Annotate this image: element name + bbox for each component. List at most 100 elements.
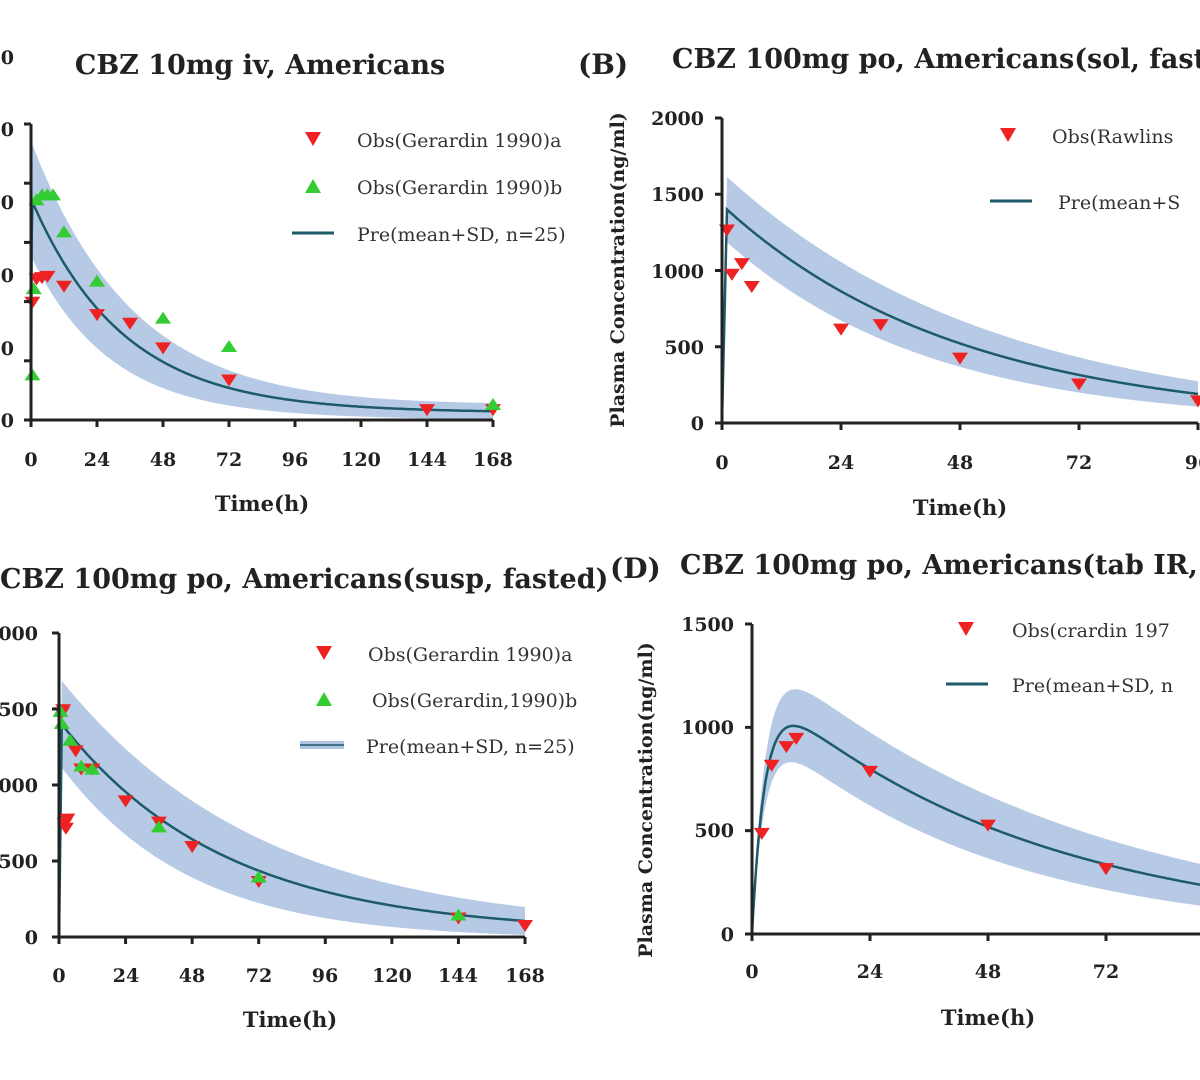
panel-c-x-tick: 24	[113, 965, 139, 987]
panel-c-x-tick: 72	[246, 965, 272, 987]
data-point	[122, 317, 138, 330]
sd-band	[59, 680, 525, 937]
panel-a-x-tick: 144	[407, 449, 447, 471]
panel-a-y-tick: 0	[1, 119, 14, 141]
panel-d-legend-label: Obs(crardin 197	[1012, 620, 1170, 642]
panel-a-legend-label: Obs(Gerardin 1990)a	[357, 130, 561, 152]
data-point	[150, 820, 167, 833]
sd-band	[722, 176, 1198, 423]
data-point	[952, 352, 968, 365]
panel-d-label: (D)	[610, 552, 661, 585]
panel-a-y-tick: 0	[1, 265, 14, 287]
panel-a-x-tick: 96	[282, 449, 308, 471]
panel-c-legend-label: Obs(Gerardin,1990)b	[372, 690, 577, 712]
data-point	[56, 225, 72, 238]
legend-marker	[305, 132, 321, 146]
panel-c-y-tick: 000	[0, 775, 38, 797]
panel-d-x-tick: 48	[975, 961, 1001, 983]
panel-c-x-tick: 0	[52, 965, 65, 987]
data-point	[517, 920, 533, 933]
panel-b-y-tick: 1500	[651, 184, 704, 206]
panel-d-legend: Obs(crardin 197 Pre(mean+SD, n	[946, 620, 1173, 697]
data-point	[862, 765, 878, 778]
panel-b-x-label: Time(h)	[913, 495, 1007, 520]
panel-c-x-tick: 120	[372, 965, 412, 987]
data-point	[743, 280, 760, 293]
data-point	[833, 323, 849, 336]
panel-b-y-tick: 2000	[651, 108, 704, 130]
panel-c-x-label: Time(h)	[243, 1007, 337, 1032]
panel-d-x-tick: 24	[857, 961, 883, 983]
panel-a-x-tick: 120	[341, 449, 381, 471]
panel-a-x-tick: 72	[216, 449, 242, 471]
panel-c-title: CBZ 100mg po, Americans(susp, fasted)	[0, 564, 608, 595]
data-point	[221, 374, 237, 387]
data-point	[419, 404, 435, 417]
panel-b-y-tick: 0	[691, 413, 704, 435]
panel-d-y-tick: 1500	[681, 614, 734, 636]
panel-a-title: CBZ 10mg iv, Americans	[75, 50, 445, 81]
data-point	[155, 311, 171, 324]
data-point	[763, 759, 780, 772]
data-point	[250, 870, 267, 883]
data-point	[59, 813, 76, 826]
data-point	[89, 309, 105, 322]
panel-d-y-tick: 0	[721, 924, 734, 946]
data-point	[56, 280, 72, 293]
data-point	[1071, 378, 1087, 391]
panel-b-x-tick: 24	[828, 452, 854, 474]
panel-b-legend-label: Pre(mean+S	[1058, 192, 1180, 214]
panel-a-y-tick: 0	[1, 192, 14, 214]
panel-c-x-tick: 48	[179, 965, 205, 987]
data-point	[980, 819, 996, 832]
panel-d-title: CBZ 100mg po, Americans(tab IR, f	[680, 550, 1200, 581]
legend-marker	[958, 622, 974, 636]
panel-d-x-label: Time(h)	[941, 1005, 1035, 1030]
data-point	[84, 762, 101, 775]
data-point	[788, 732, 805, 745]
panel-b-y-label: Plasma Concentration(ng/ml)	[607, 112, 629, 428]
panel-a-y-tick: 0	[1, 410, 14, 432]
panel-b-plot	[715, 116, 1200, 430]
data-point	[733, 258, 750, 271]
panel-c: CBZ 100mg po, Americans(susp, fasted) 0 …	[0, 564, 608, 1032]
data-point	[89, 274, 105, 287]
panel-c-x-tick: 168	[505, 965, 545, 987]
mean-curve	[720, 206, 1199, 424]
data-point	[485, 398, 501, 410]
panel-a: CBZ 10mg iv, Americans 0 0 0 0 0 0 0 24 …	[1, 47, 566, 516]
data-point	[62, 733, 79, 746]
data-point	[117, 795, 134, 808]
legend-marker	[316, 692, 332, 706]
panel-a-legend-label: Obs(Gerardin 1990)b	[357, 177, 562, 199]
panel-b-title: CBZ 100mg po, Americans(sol, fast	[672, 44, 1200, 75]
panel-b-x-tick: 48	[947, 452, 973, 474]
data-point	[73, 759, 90, 772]
panel-c-y-tick: 000	[0, 623, 38, 645]
mean-curve	[57, 720, 526, 938]
panel-d-y-tick: 1000	[681, 717, 734, 739]
panel-d-x-tick: 72	[1093, 961, 1119, 983]
panel-b-x-tick: 0	[715, 452, 728, 474]
panel-d-plot	[745, 622, 1200, 941]
data-point	[45, 188, 61, 201]
panel-c-legend-label: Pre(mean+SD, n=25)	[366, 736, 575, 758]
data-point	[184, 841, 201, 853]
panel-d: (D) CBZ 100mg po, Americans(tab IR, f Pl…	[610, 550, 1200, 1030]
data-point	[1098, 863, 1114, 876]
legend-marker	[1000, 128, 1016, 142]
data-point	[1190, 395, 1200, 408]
data-point	[450, 908, 467, 921]
panel-a-x-label: Time(h)	[215, 491, 309, 516]
panel-d-x-tick: 0	[745, 961, 758, 983]
data-point	[221, 340, 237, 353]
data-point	[67, 745, 84, 758]
panel-d-y-label: Plasma Concentration(ng/ml)	[635, 642, 657, 958]
panel-b-x-tick: 72	[1066, 452, 1092, 474]
panel-a-legend: Obs(Gerardin 1990)a Obs(Gerardin 1990)b …	[292, 130, 566, 246]
panel-b-y-tick: 1000	[651, 261, 704, 283]
data-point	[57, 822, 74, 835]
panel-d-y-tick: 500	[694, 820, 734, 842]
panel-b-label: (B)	[578, 48, 628, 81]
data-point	[872, 319, 889, 332]
